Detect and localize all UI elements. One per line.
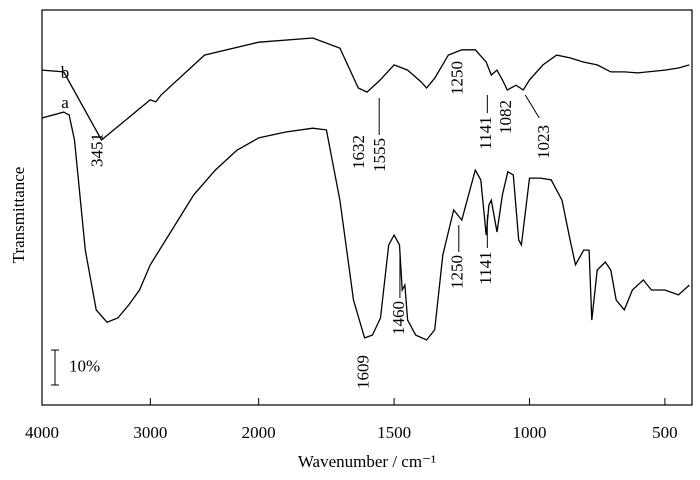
peak-label: 1632 bbox=[349, 135, 368, 169]
peak-label: 1141 bbox=[476, 251, 495, 284]
peak-label: 1609 bbox=[353, 355, 372, 389]
spectrum-line bbox=[41, 37, 690, 141]
x-tick-label: 1000 bbox=[513, 423, 547, 442]
series-label: b bbox=[61, 63, 70, 82]
x-tick-label: 3000 bbox=[133, 423, 167, 442]
x-tick-label: 2000 bbox=[242, 423, 276, 442]
peak-label: 1555 bbox=[370, 138, 389, 172]
peak-label: 1141 bbox=[476, 116, 495, 149]
x-tick-label: 500 bbox=[652, 423, 678, 442]
peak-label: 1023 bbox=[534, 125, 553, 159]
peak-label: 1250 bbox=[448, 255, 467, 289]
peak-label: 3451 bbox=[87, 133, 106, 167]
peak-label: 1250 bbox=[448, 61, 467, 95]
plot-frame bbox=[41, 9, 693, 406]
x-tick-label: 1500 bbox=[377, 423, 411, 442]
peak-label: 1082 bbox=[496, 100, 515, 134]
x-axis-label: Wavenumber / cm⁻¹ bbox=[298, 452, 436, 471]
x-tick-label: 4000 bbox=[25, 423, 59, 442]
peak-leader bbox=[524, 94, 540, 119]
scale-bar-label: 10% bbox=[69, 356, 100, 375]
spectrum-line bbox=[41, 111, 690, 341]
series-label: a bbox=[61, 93, 69, 112]
peak-label: 1460 bbox=[389, 301, 408, 335]
y-axis-label: Transmittance bbox=[9, 167, 28, 264]
